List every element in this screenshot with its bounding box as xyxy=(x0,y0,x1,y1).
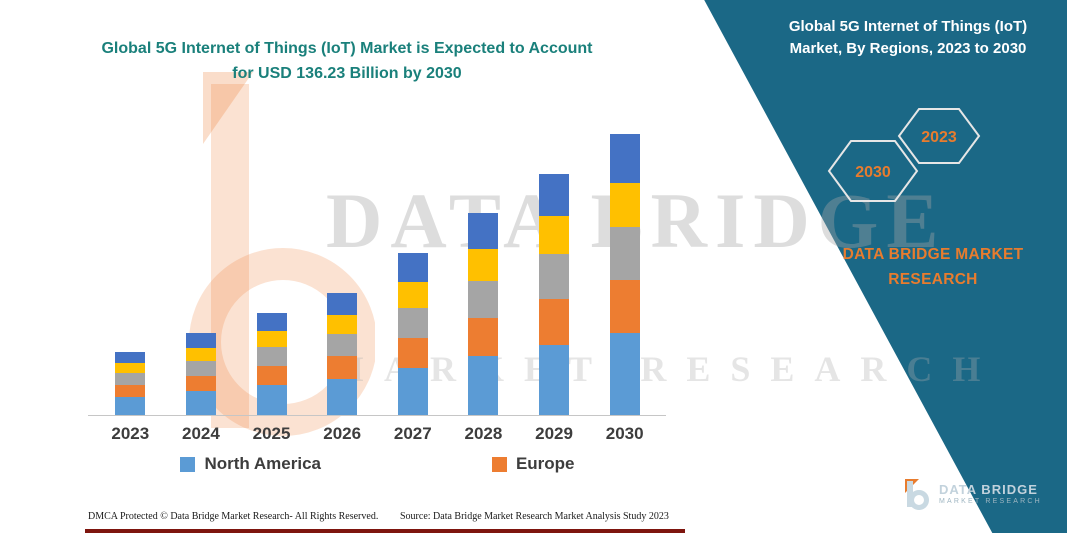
segment-unlabeled-blue-2030 xyxy=(609,134,640,184)
x-label-2024: 2024 xyxy=(182,424,220,443)
watermark-market-research: MARKET RESEARCH xyxy=(330,349,1001,389)
segment-unlabeled-yellow-2026 xyxy=(327,314,358,334)
segment-unlabeled-gray-2028 xyxy=(468,280,499,318)
segment-unlabeled-yellow-2028 xyxy=(468,249,499,281)
segment-unlabeled-blue-2028 xyxy=(468,213,499,250)
bar-2030 xyxy=(589,125,660,415)
segment-north-america-2025 xyxy=(256,384,287,415)
segment-europe-2028 xyxy=(468,317,499,356)
segment-unlabeled-blue-2025 xyxy=(256,312,287,331)
legend-item-north-america: North America xyxy=(180,454,321,474)
x-label-2030: 2030 xyxy=(605,424,644,443)
segment-unlabeled-blue-2027 xyxy=(397,253,428,283)
segment-north-america-2024 xyxy=(185,390,216,415)
segment-north-america-2027 xyxy=(397,367,428,415)
hexagon-2030 xyxy=(827,140,919,202)
footer-logo-name: DATA BRIDGE xyxy=(939,482,1038,497)
x-label-2023: 2023 xyxy=(111,424,150,443)
year-hexagons: 2030 2023 xyxy=(827,108,981,202)
footer-b-icon xyxy=(905,479,929,510)
segment-unlabeled-blue-2029 xyxy=(539,173,570,217)
x-label-2028: 2028 xyxy=(464,424,503,443)
legend-swatch xyxy=(491,456,507,472)
stacked-bar-chart xyxy=(95,125,660,415)
brand-wordmark-line2: RESEARCH xyxy=(888,271,978,288)
segment-unlabeled-yellow-2029 xyxy=(539,216,570,255)
legend-item-europe: Europe xyxy=(491,454,575,474)
x-label-2025: 2025 xyxy=(252,424,291,443)
segment-unlabeled-gray-2029 xyxy=(539,254,570,300)
segment-unlabeled-gray-2024 xyxy=(185,360,216,376)
bar-stack-2030 xyxy=(609,134,640,415)
bar-2023 xyxy=(95,125,166,415)
bar-2026 xyxy=(307,125,378,415)
segment-north-america-2026 xyxy=(327,378,358,415)
side-panel-title-line2: Market, By Regions, 2023 to 2030 xyxy=(789,40,1027,57)
x-axis-line xyxy=(88,415,666,416)
bar-2024 xyxy=(166,125,237,415)
segment-unlabeled-blue-2024 xyxy=(185,332,216,348)
side-panel-title: Global 5G Internet of Things (IoT) Marke… xyxy=(760,16,1056,60)
bar-stack-2025 xyxy=(256,312,287,415)
legend-label: Europe xyxy=(515,454,575,473)
source-note: Source: Data Bridge Market Research Mark… xyxy=(400,511,669,522)
segment-europe-2026 xyxy=(327,355,358,379)
segment-europe-2029 xyxy=(539,299,570,345)
segment-unlabeled-gray-2026 xyxy=(327,333,358,356)
segment-north-america-2023 xyxy=(115,396,146,415)
brand-wordmark: DATA BRIDGE MARKET RESEARCH xyxy=(808,242,1058,292)
segment-north-america-2030 xyxy=(609,332,640,415)
bar-stack-2029 xyxy=(539,173,570,415)
segment-unlabeled-blue-2023 xyxy=(115,351,146,363)
hexagon-2023-label: 2023 xyxy=(921,129,957,146)
segment-unlabeled-gray-2027 xyxy=(397,307,428,338)
side-panel-title-line1: Global 5G Internet of Things (IoT) xyxy=(788,18,1028,35)
segment-unlabeled-yellow-2024 xyxy=(185,347,216,361)
footer-logo-subtitle: MARKET RESEARCH xyxy=(939,498,1042,505)
bar-2027 xyxy=(378,125,449,415)
chart-headline-line2: for USD 136.23 Billion by 2030 xyxy=(232,65,462,82)
bar-stack-2027 xyxy=(397,253,428,415)
bar-stack-2023 xyxy=(115,351,146,415)
dmca-notice: DMCA Protected © Data Bridge Market Rese… xyxy=(88,511,379,522)
segment-europe-2025 xyxy=(256,365,287,385)
brand-wordmark-line1: DATA BRIDGE MARKET xyxy=(842,246,1024,263)
bar-2025 xyxy=(236,125,307,415)
segment-unlabeled-blue-2026 xyxy=(327,292,358,315)
footer-logo-text: DATA BRIDGE MARKET RESEARCH xyxy=(939,482,1042,506)
segment-unlabeled-yellow-2023 xyxy=(115,362,146,373)
segment-unlabeled-yellow-2025 xyxy=(256,330,287,347)
x-axis-labels: 2023 2024 2025 2026 2027 2028 2029 2030 xyxy=(95,424,660,444)
bar-stack-2024 xyxy=(185,332,216,415)
segment-unlabeled-yellow-2027 xyxy=(397,282,428,308)
chart-headline: Global 5G Internet of Things (IoT) Marke… xyxy=(52,36,642,86)
footer-logo: DATA BRIDGE MARKET RESEARCH xyxy=(902,478,1042,510)
bar-stack-2028 xyxy=(468,213,499,415)
x-label-2026: 2026 xyxy=(323,424,362,443)
segment-europe-2030 xyxy=(609,279,640,333)
segment-unlabeled-gray-2025 xyxy=(256,346,287,366)
legend-label: North America xyxy=(204,454,321,473)
legend-swatch xyxy=(180,456,196,472)
segment-north-america-2028 xyxy=(468,355,499,415)
segment-unlabeled-yellow-2030 xyxy=(609,183,640,228)
x-label-2027: 2027 xyxy=(393,424,432,443)
bottom-red-strip xyxy=(85,529,685,533)
chart-headline-line1: Global 5G Internet of Things (IoT) Marke… xyxy=(101,40,593,57)
hexagon-2030-label: 2030 xyxy=(855,164,891,181)
segment-unlabeled-gray-2030 xyxy=(609,227,640,280)
segment-europe-2027 xyxy=(397,337,428,368)
segment-unlabeled-gray-2023 xyxy=(115,372,146,385)
bar-2028 xyxy=(448,125,519,415)
bar-2029 xyxy=(519,125,590,415)
hexagon-2023 xyxy=(897,108,981,164)
segment-europe-2024 xyxy=(185,375,216,391)
x-label-2029: 2029 xyxy=(535,424,573,443)
segment-north-america-2029 xyxy=(539,344,570,415)
bar-stack-2026 xyxy=(327,292,358,415)
segment-europe-2023 xyxy=(115,384,146,397)
chart-legend: North America Europe xyxy=(95,454,660,474)
